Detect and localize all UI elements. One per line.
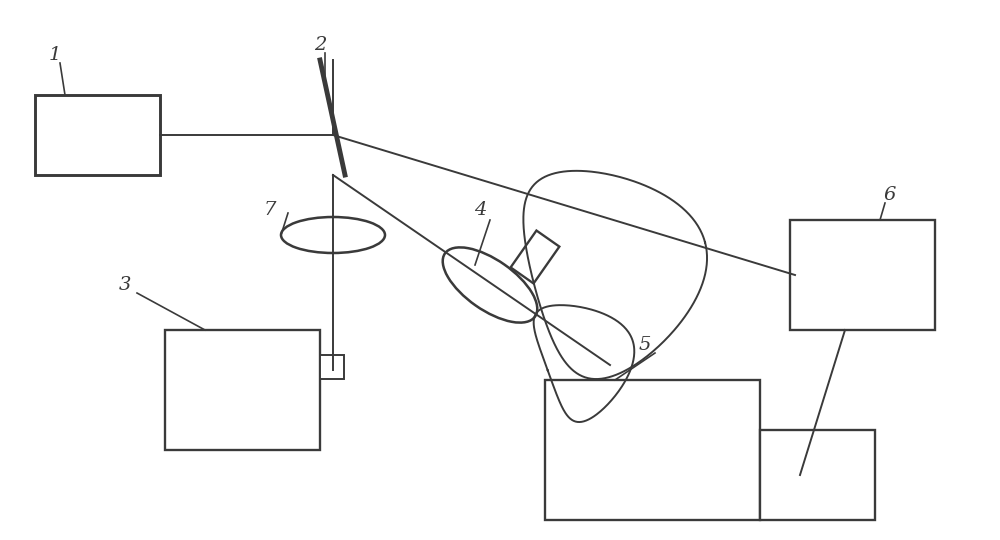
Bar (545, 380, 760, 520)
Text: 1: 1 (49, 46, 61, 64)
Text: 6: 6 (884, 186, 896, 204)
Bar (165, 330, 320, 450)
Bar (760, 430, 875, 520)
Bar (35, 95, 160, 175)
Ellipse shape (443, 247, 537, 322)
Bar (320, 355, 344, 379)
Ellipse shape (281, 217, 385, 253)
Text: 3: 3 (119, 276, 131, 294)
Text: 2: 2 (314, 36, 326, 54)
Text: 7: 7 (264, 201, 276, 219)
Bar (790, 220, 935, 330)
Text: 5: 5 (639, 336, 651, 354)
Bar (511, 231, 559, 284)
Text: 4: 4 (474, 201, 486, 219)
